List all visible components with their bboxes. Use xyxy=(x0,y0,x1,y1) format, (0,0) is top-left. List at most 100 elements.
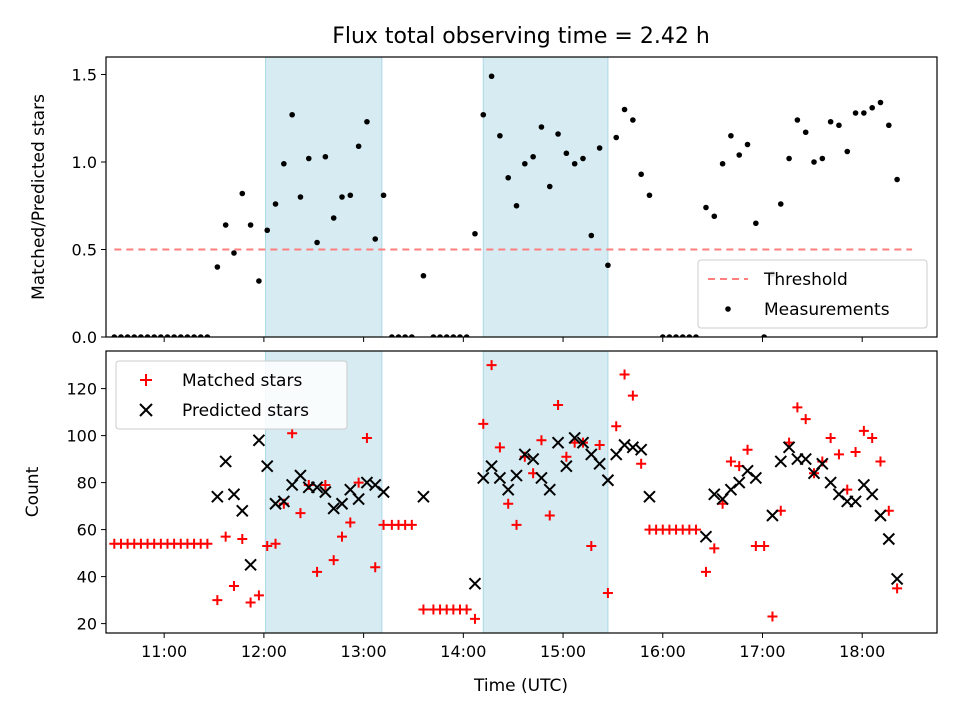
measurement-point xyxy=(719,160,726,167)
predicted-star-point xyxy=(485,459,498,473)
measurement-point xyxy=(505,174,512,181)
matched-star-point xyxy=(220,531,231,542)
bottom-legend: Matched stars Predicted stars xyxy=(115,360,348,430)
measurement-point xyxy=(472,230,478,237)
measurement-point xyxy=(420,272,427,279)
measurement-point xyxy=(836,122,842,129)
measurement-point xyxy=(621,106,628,113)
measurement-point xyxy=(679,334,686,337)
bottom-y-tick-label: 60 xyxy=(77,521,97,540)
measurement-point xyxy=(869,104,875,111)
measurement-point xyxy=(305,155,312,162)
matched-star-point xyxy=(800,414,811,425)
measurement-point xyxy=(389,334,395,337)
matched-star-point xyxy=(237,534,248,544)
legend-predicted-swatch xyxy=(139,403,153,417)
measurement-point xyxy=(124,334,131,337)
measurement-point xyxy=(646,192,653,199)
measurement-point xyxy=(197,334,204,337)
measurement-point xyxy=(555,131,561,137)
measurement-point xyxy=(214,264,221,270)
matched-star-point xyxy=(536,435,547,446)
legend-measurement-swatch xyxy=(725,306,731,312)
predicted-star-point xyxy=(733,476,746,489)
predicted-star-point xyxy=(774,455,787,468)
x-tick-label: 18:00 xyxy=(839,642,885,661)
measurement-point xyxy=(513,202,520,209)
measurement-point xyxy=(272,201,279,207)
measurement-point xyxy=(488,73,495,80)
measurement-point xyxy=(457,334,463,337)
matched-star-point xyxy=(742,444,753,455)
measurement-point xyxy=(613,134,620,141)
predicted-star-point xyxy=(799,452,812,466)
predicted-star-point xyxy=(593,457,606,471)
measurement-point xyxy=(588,232,595,239)
predicted-star-point xyxy=(211,490,224,503)
measurement-point xyxy=(171,334,177,337)
predicted-star-point xyxy=(535,471,548,485)
measurement-point xyxy=(852,110,859,116)
bottom-y-tick-label: 100 xyxy=(66,427,97,446)
matched-star-point xyxy=(212,595,223,606)
matched-star-point xyxy=(328,555,339,566)
predicted-star-point xyxy=(749,471,763,485)
matched-star-point xyxy=(337,531,348,542)
top-shaded-interval xyxy=(265,57,383,337)
predicted-star-point xyxy=(824,476,837,489)
chart-title: Flux total observing time = 2.42 h xyxy=(332,24,710,49)
bottom-y-axis-label: Count xyxy=(23,466,43,517)
matched-star-point xyxy=(361,432,372,443)
predicted-star-point xyxy=(501,483,515,496)
top-y-axis-label: Matched/Predicted stars xyxy=(29,94,49,300)
measurement-point xyxy=(437,334,443,337)
measurement-point xyxy=(430,334,437,337)
matched-star-point xyxy=(461,604,472,615)
measurement-point xyxy=(164,334,171,337)
matched-star-point xyxy=(792,402,803,413)
measurement-point xyxy=(530,153,536,160)
matched-star-point xyxy=(320,479,331,490)
predicted-star-point xyxy=(493,471,507,485)
measurement-point xyxy=(563,150,570,157)
measurement-point xyxy=(158,334,164,337)
measurement-point xyxy=(314,239,320,246)
matched-star-point xyxy=(825,432,836,443)
measurement-point xyxy=(191,334,197,337)
x-tick-label: 11:00 xyxy=(141,642,187,661)
predicted-star-point xyxy=(261,459,274,473)
measurement-point xyxy=(728,132,734,139)
matched-star-point xyxy=(691,524,702,535)
measurement-point xyxy=(703,204,709,211)
legend-label: Matched stars xyxy=(182,371,302,391)
measurement-point xyxy=(111,334,118,337)
predicted-star-point xyxy=(352,492,365,506)
predicted-star-point xyxy=(699,530,713,543)
measurement-point xyxy=(297,194,304,200)
matched-star-point xyxy=(202,538,213,549)
matched-star-point xyxy=(759,541,770,552)
predicted-star-point xyxy=(219,455,232,468)
matched-star-point xyxy=(406,519,417,530)
matched-star-point xyxy=(245,597,256,608)
measurement-point xyxy=(819,155,826,162)
measurement-point xyxy=(247,222,254,228)
measurement-point xyxy=(605,262,611,269)
measurement-point xyxy=(666,334,673,337)
bottom-y-tick-label: 80 xyxy=(77,474,97,493)
predicted-star-point xyxy=(568,431,581,445)
measurement-point xyxy=(571,160,578,167)
matched-star-point xyxy=(486,360,497,371)
top-y-tick-label: 0.5 xyxy=(72,241,97,260)
predicted-star-point xyxy=(510,469,523,482)
measurement-point xyxy=(256,278,262,284)
measurement-point xyxy=(231,250,237,256)
predicted-star-point xyxy=(618,438,631,452)
predicted-star-point xyxy=(626,441,640,454)
predicted-star-point xyxy=(643,490,656,503)
predicted-star-point xyxy=(227,488,241,501)
predicted-star-point xyxy=(560,459,573,473)
predicted-star-point xyxy=(882,532,896,546)
bottom-panel: 20 40 60 80 100 120 11:00 12:00 13:00 14:00 15:00 1… xyxy=(66,350,938,661)
